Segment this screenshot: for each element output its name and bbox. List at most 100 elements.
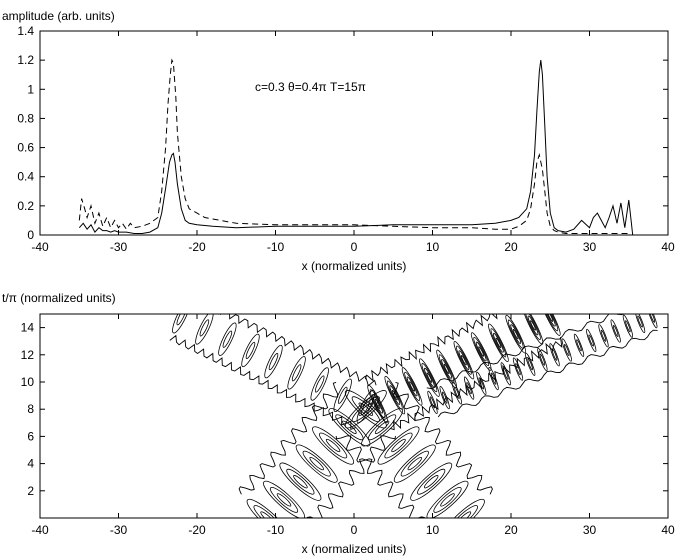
contour-band-edge [335,435,425,518]
contour-ring [512,357,524,381]
contour-ring [441,359,452,379]
contour-ring [561,338,572,362]
contour-ring [488,366,499,391]
contour-ring [512,328,519,340]
contour-ring [438,354,455,384]
contour-ring [522,314,544,345]
x-tick-label: 0 [351,240,358,254]
contour-ring [351,396,380,423]
contour-ring [389,385,401,405]
contour-ring [547,314,554,322]
contour-ring [525,314,541,340]
x-tick-label: -30 [110,523,128,537]
contour-ring [478,377,485,390]
x-tick-label: 0 [351,523,358,537]
contour-ring [622,314,634,338]
contour-ring [309,456,324,471]
y-tick-label: 10 [21,375,35,389]
contour-ring [279,462,322,501]
contour-ring [287,356,306,390]
contour-ring [407,456,423,471]
dashed-series-line [78,58,629,234]
contour-ring [475,341,487,362]
contour-ring [537,347,548,372]
contour-ring [453,340,475,380]
contour-ring [218,322,237,356]
contour-ring [503,367,509,380]
y-tick-label: 1 [27,82,34,96]
amplitude-x-ticks: -40 -30 -20 -10 0 10 20 30 40 [31,31,675,254]
contour-band-edge [220,314,377,387]
contour-ring [325,438,341,453]
contour-ring [400,450,429,477]
contour-ring [377,426,420,465]
contour-ring [463,376,475,400]
contour-ring [286,468,315,495]
contour-ring [406,376,418,397]
contour-group [169,314,658,518]
contour-ring [637,315,643,328]
contour-x-ticks: -40 -30 -20 -10 0 10 20 30 40 [31,314,675,537]
contour-ring [439,385,450,410]
contour-tracks [169,314,658,518]
contour-ring [454,386,460,399]
contour-ring [451,381,463,405]
x-tick-label: -10 [267,523,285,537]
contour-ring [490,372,497,385]
contour-ring [391,389,398,401]
contour-panel: -40 -30 -20 -10 0 10 20 30 40 2 4 6 8 10 12 14 t/π (no… [2,291,675,556]
contour-ring [564,343,570,357]
x-tick-label: 30 [583,523,597,537]
contour-ring [586,328,597,353]
x-tick-label: -40 [31,240,49,254]
y-tick-label: 0 [27,228,34,242]
contour-ring [515,363,521,376]
contour-ring [495,337,502,348]
contour-ring [423,475,439,489]
contour-ring [551,348,558,361]
contour-ring [328,408,371,447]
contour-ring [310,367,329,401]
contour-ring [573,333,585,357]
contour-ring [358,402,374,416]
solid-series-line [78,60,634,236]
contour-ring [460,355,467,366]
contour-band-edge [169,334,356,431]
contour-ring [295,444,338,483]
contour-ring [361,397,371,416]
contour-ring [176,314,187,326]
x-tick-label: 40 [661,240,675,254]
amplitude-y-label: amplitude (arb. units) [2,9,115,23]
contour-ring [368,414,397,441]
contour-ring [634,314,646,334]
x-tick-label: -40 [31,523,49,537]
contour-ring [367,384,388,424]
x-tick-label: 10 [426,240,440,254]
y-tick-label: 2 [27,484,34,498]
contour-band-edge [306,435,396,518]
contour-ring [527,358,533,371]
contour-ring [456,511,472,518]
x-tick-label: 30 [583,240,597,254]
contour-ring [442,498,485,518]
contour-ring [241,333,260,368]
contour-ring [544,314,556,327]
contour-ring [549,343,560,367]
contour-ring [600,329,607,342]
contour-ring [488,323,509,363]
contour-ring [443,363,450,375]
x-tick-label: 40 [661,523,675,537]
contour-ring [500,362,511,386]
contour-ring [172,314,191,334]
contour-ring [369,389,386,419]
y-tick-label: 0.2 [17,199,34,213]
x-tick-label: -10 [267,240,285,254]
amplitude-panel: -40 -30 -20 -10 0 10 20 30 40 0 0.2 0.4 0.6 0.8 1 1.2 1… [2,9,675,273]
contour-ring [222,330,233,348]
contour-ring [542,314,559,332]
contour-ring [312,426,355,465]
contour-ring [410,462,453,501]
contour-ring [391,438,406,453]
contour-ring [441,391,448,404]
y-tick-label: 8 [27,402,34,416]
